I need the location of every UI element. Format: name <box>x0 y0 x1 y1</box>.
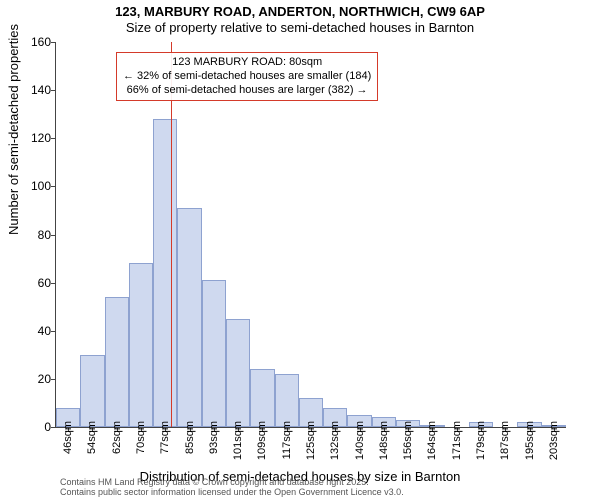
x-tick-label: 70sqm <box>135 421 147 465</box>
y-tick-mark <box>51 42 56 43</box>
title-block: 123, MARBURY ROAD, ANDERTON, NORTHWICH, … <box>0 0 600 37</box>
histogram-bar <box>129 263 153 427</box>
y-tick-label: 140 <box>16 83 51 97</box>
histogram-bar <box>250 369 274 427</box>
x-tick-label: 77sqm <box>159 421 171 465</box>
x-tick-label: 195sqm <box>524 421 536 465</box>
annotation-box: 123 MARBURY ROAD: 80sqm← 32% of semi-det… <box>116 52 378 101</box>
x-tick-label: 85sqm <box>184 421 196 465</box>
y-tick-label: 160 <box>16 35 51 49</box>
page-title: 123, MARBURY ROAD, ANDERTON, NORTHWICH, … <box>0 4 600 20</box>
annotation-line: 66% of semi-detached houses are larger (… <box>123 84 371 98</box>
y-tick-mark <box>51 138 56 139</box>
x-tick-label: 156sqm <box>402 421 414 465</box>
histogram-bar <box>275 374 299 427</box>
y-tick-mark <box>51 427 56 428</box>
histogram-bar <box>177 208 201 427</box>
y-tick-label: 120 <box>16 131 51 145</box>
y-axis-label: Number of semi-detached properties <box>6 24 21 235</box>
subtitle: Size of property relative to semi-detach… <box>0 20 600 36</box>
x-tick-label: 117sqm <box>281 421 293 465</box>
histogram-bar <box>226 319 250 427</box>
x-tick-label: 54sqm <box>86 421 98 465</box>
y-tick-mark <box>51 186 56 187</box>
y-tick-mark <box>51 379 56 380</box>
x-tick-label: 62sqm <box>111 421 123 465</box>
x-tick-label: 109sqm <box>256 421 268 465</box>
x-tick-label: 187sqm <box>499 421 511 465</box>
x-tick-label: 179sqm <box>475 421 487 465</box>
histogram-bar <box>105 297 129 427</box>
y-tick-label: 100 <box>16 179 51 193</box>
histogram-bar <box>153 119 177 427</box>
x-tick-label: 125sqm <box>305 421 317 465</box>
histogram-bar <box>80 355 104 427</box>
y-tick-label: 40 <box>16 324 51 338</box>
y-tick-mark <box>51 283 56 284</box>
footer-attribution: Contains HM Land Registry data © Crown c… <box>60 478 404 498</box>
x-tick-label: 140sqm <box>354 421 366 465</box>
footer-line: Contains public sector information licen… <box>60 488 404 498</box>
chart-area: 02040608010012014016046sqm54sqm62sqm70sq… <box>55 42 565 427</box>
x-tick-label: 93sqm <box>208 421 220 465</box>
x-tick-label: 148sqm <box>378 421 390 465</box>
y-tick-mark <box>51 90 56 91</box>
y-tick-mark <box>51 235 56 236</box>
histogram-bar <box>202 280 226 427</box>
plot-frame: 02040608010012014016046sqm54sqm62sqm70sq… <box>55 42 566 428</box>
annotation-line: ← 32% of semi-detached houses are smalle… <box>123 70 371 84</box>
y-tick-label: 60 <box>16 276 51 290</box>
y-tick-label: 0 <box>16 420 51 434</box>
x-tick-label: 203sqm <box>548 421 560 465</box>
x-tick-label: 46sqm <box>62 421 74 465</box>
annotation-line: 123 MARBURY ROAD: 80sqm <box>123 56 371 70</box>
x-tick-label: 164sqm <box>426 421 438 465</box>
x-tick-label: 171sqm <box>451 421 463 465</box>
y-tick-label: 80 <box>16 228 51 242</box>
y-tick-mark <box>51 331 56 332</box>
x-tick-label: 132sqm <box>329 421 341 465</box>
y-tick-label: 20 <box>16 372 51 386</box>
x-tick-label: 101sqm <box>232 421 244 465</box>
